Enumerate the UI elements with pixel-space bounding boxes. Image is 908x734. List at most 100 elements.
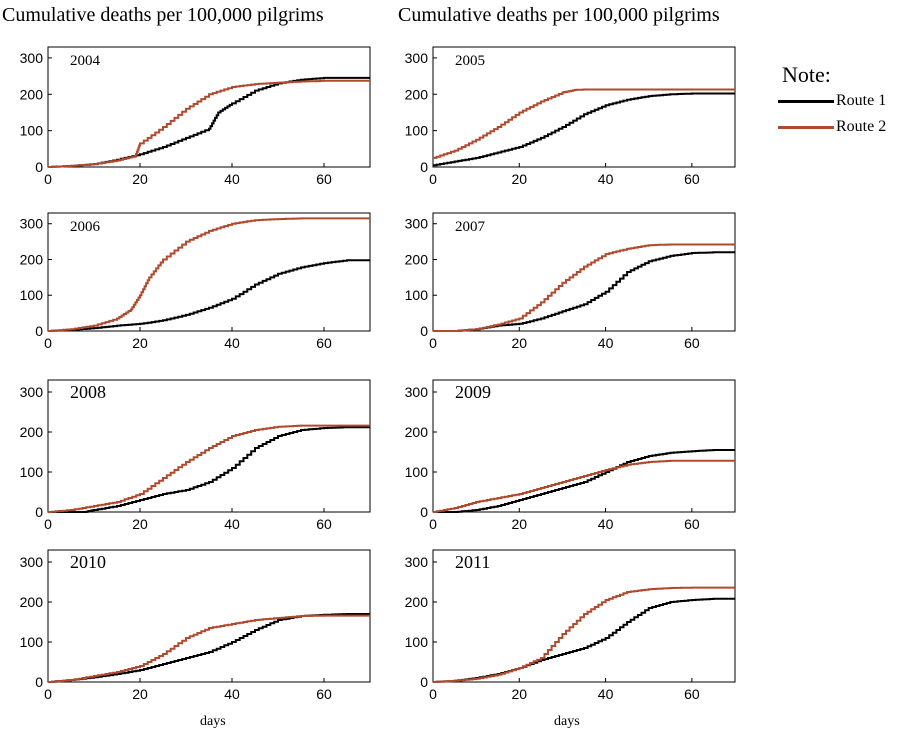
series-line-route-2 [433, 243, 735, 332]
y-tick-label: 0 [35, 159, 43, 175]
plot-frame [47, 379, 371, 513]
x-tick-label: 0 [44, 516, 52, 532]
x-tick-label: 60 [684, 171, 700, 187]
y-tick-label: 0 [35, 674, 43, 690]
x-tick-label: 0 [44, 686, 52, 702]
y-tick-label: 300 [20, 554, 44, 570]
left-column-title: Cumulative deaths per 100,000 pilgrims [2, 4, 324, 26]
panel-year-label: 2007 [455, 219, 486, 235]
y-tick-label: 200 [20, 594, 44, 610]
series-line-route-1 [433, 251, 735, 332]
y-tick-label: 100 [20, 464, 44, 480]
x-tick-label: 60 [684, 335, 700, 351]
series-line-route-1 [433, 597, 735, 683]
series-line-route-1 [48, 259, 370, 332]
plot-frame [47, 212, 371, 332]
y-tick-label: 300 [405, 554, 429, 570]
y-tick-label: 100 [20, 634, 44, 650]
panel-year-label: 2011 [455, 552, 490, 572]
panel-2011: 0 100 200 300 0 20 40 60 2011 [405, 549, 736, 702]
panel-2007: 0 100 200 300 0 20 40 60 2007 [405, 212, 736, 351]
x-tick-label: 20 [511, 171, 527, 187]
x-tick-label: 40 [598, 171, 614, 187]
plot-frame [432, 212, 736, 332]
x-tick-label: 60 [316, 686, 332, 702]
x-tick-label: 40 [224, 686, 240, 702]
y-tick-label: 0 [420, 159, 428, 175]
y-tick-label: 0 [420, 323, 428, 339]
y-tick-label: 100 [20, 287, 44, 303]
plot-frame [47, 46, 371, 168]
y-tick-label: 300 [20, 216, 44, 232]
y-tick-label: 300 [405, 384, 429, 400]
y-tick-label: 300 [405, 50, 429, 66]
series-line-route-1 [48, 76, 370, 168]
x-axis-label-left: days [200, 714, 226, 729]
x-tick-label: 60 [316, 171, 332, 187]
x-tick-label: 40 [224, 335, 240, 351]
panel-2005: 0 100 200 300 0 20 40 60 2005 [405, 46, 736, 187]
x-tick-label: 0 [44, 171, 52, 187]
x-tick-label: 40 [598, 516, 614, 532]
x-tick-label: 0 [429, 171, 437, 187]
x-tick-label: 0 [429, 686, 437, 702]
y-tick-label: 200 [20, 251, 44, 267]
panel-2010: 0 100 200 300 0 20 40 60 2010 [20, 549, 371, 702]
y-tick-label: 300 [20, 384, 44, 400]
series-line-route-2 [48, 614, 370, 683]
x-tick-label: 20 [511, 335, 527, 351]
x-tick-label: 0 [44, 335, 52, 351]
legend-item-route-2: Route 2 [778, 114, 886, 140]
panel-year-label: 2004 [70, 53, 101, 69]
y-tick-label: 100 [20, 123, 44, 139]
x-tick-label: 60 [684, 516, 700, 532]
x-tick-label: 60 [316, 516, 332, 532]
panel-year-label: 2010 [70, 552, 106, 572]
panel-year-label: 2005 [455, 53, 485, 69]
y-tick-label: 100 [405, 464, 429, 480]
x-tick-label: 20 [132, 516, 148, 532]
y-tick-label: 0 [420, 504, 428, 520]
series-line-route-2 [433, 88, 735, 159]
y-tick-label: 200 [405, 86, 429, 102]
x-axis-label-right: days [554, 714, 580, 729]
x-tick-label: 40 [598, 686, 614, 702]
right-column-title: Cumulative deaths per 100,000 pilgrims [398, 4, 720, 26]
y-tick-label: 300 [20, 50, 44, 66]
y-tick-label: 0 [35, 504, 43, 520]
panel-2004: 0 100 200 300 0 20 40 60 2004 [20, 46, 371, 187]
x-tick-label: 60 [316, 335, 332, 351]
y-tick-label: 300 [405, 216, 429, 232]
y-tick-label: 0 [35, 323, 43, 339]
plot-frame [432, 46, 736, 168]
y-tick-label: 200 [20, 424, 44, 440]
x-tick-label: 40 [598, 335, 614, 351]
y-tick-label: 200 [405, 594, 429, 610]
panel-2009: 0 100 200 300 0 20 40 60 2009 [405, 379, 736, 532]
legend-label-route-2: Route 2 [836, 118, 887, 135]
legend-swatch-route-2 [778, 125, 834, 129]
x-tick-label: 20 [511, 516, 527, 532]
x-tick-label: 40 [224, 171, 240, 187]
y-tick-label: 100 [405, 123, 429, 139]
series-line-route-1 [48, 613, 370, 683]
x-tick-label: 40 [224, 516, 240, 532]
series-line-route-1 [433, 449, 735, 513]
x-tick-label: 0 [429, 335, 437, 351]
legend-item-route-1: Route 1 [778, 88, 886, 114]
series-line-route-1 [48, 426, 370, 513]
series-line-route-2 [48, 424, 370, 513]
panel-year-label: 2006 [70, 219, 101, 235]
legend-title: Note: [782, 62, 831, 87]
legend-swatch-route-1 [778, 99, 834, 103]
y-tick-label: 200 [405, 424, 429, 440]
x-tick-label: 20 [511, 686, 527, 702]
series-line-route-1 [433, 92, 735, 167]
x-tick-label: 20 [132, 686, 148, 702]
y-tick-label: 200 [20, 86, 44, 102]
y-tick-label: 200 [405, 251, 429, 267]
panel-2008: 0 100 200 300 0 20 40 60 2008 [20, 379, 371, 532]
series-line-route-2 [433, 459, 735, 513]
panel-year-label: 2009 [455, 382, 491, 402]
